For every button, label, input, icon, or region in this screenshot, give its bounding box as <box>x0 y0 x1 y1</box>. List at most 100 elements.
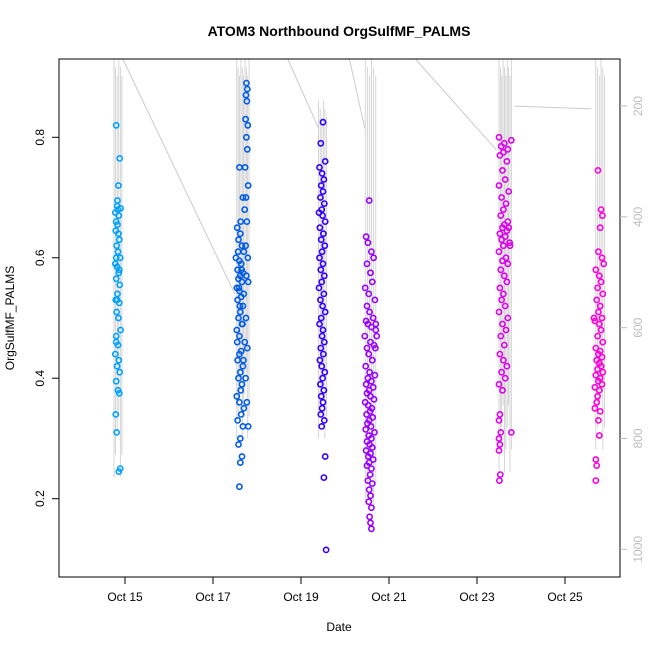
data-point <box>239 356 247 364</box>
data-point <box>590 314 598 322</box>
data-point <box>370 395 378 403</box>
data-point <box>321 308 329 316</box>
data-point <box>364 239 372 247</box>
x-axis-label: Date <box>326 620 352 634</box>
data-point <box>243 145 251 153</box>
data-point <box>236 302 244 310</box>
data-point <box>598 353 606 361</box>
x-tick-label: Oct 17 <box>195 590 231 604</box>
data-point <box>318 248 326 256</box>
data-point <box>503 157 511 165</box>
data-point <box>317 314 325 322</box>
data-point <box>368 278 376 286</box>
data-point <box>237 386 245 394</box>
data-point <box>236 308 244 316</box>
data-point <box>497 212 505 219</box>
data-point <box>113 308 120 316</box>
chart-title: ATOM3 Northbound OrgSulfMF_PALMS <box>208 23 471 39</box>
y-tick-label: 0.4 <box>33 370 47 387</box>
data-point <box>596 407 604 415</box>
data-point <box>234 266 241 274</box>
pressure-transit <box>287 58 320 129</box>
data-point <box>243 218 251 225</box>
data-point <box>499 206 507 213</box>
data-point <box>497 332 505 340</box>
data-point <box>115 356 123 364</box>
data-point <box>495 477 503 484</box>
data-point <box>596 302 604 310</box>
data-point <box>243 85 251 93</box>
data-point <box>234 248 242 256</box>
data-point <box>495 308 503 316</box>
data-point <box>234 296 241 304</box>
data-point <box>114 290 121 298</box>
data-point <box>598 314 606 322</box>
data-point <box>235 441 242 448</box>
data-point <box>319 188 327 195</box>
data-point <box>116 154 124 162</box>
x-tick-label: Oct 25 <box>547 590 583 604</box>
data-point <box>593 398 601 406</box>
data-point <box>242 314 250 322</box>
right-tick-label: 600 <box>631 317 645 337</box>
data-point <box>499 320 506 328</box>
x-tick-label: Oct 21 <box>371 590 407 604</box>
data-point <box>502 326 510 334</box>
data-point <box>112 410 120 418</box>
data-point <box>236 459 244 466</box>
data-point <box>318 278 326 286</box>
data-point <box>235 374 242 382</box>
data-point <box>117 204 124 212</box>
data-point <box>244 278 252 286</box>
data-point <box>320 416 328 424</box>
data-point <box>315 284 323 292</box>
data-point <box>241 206 249 213</box>
pressure-transit <box>514 105 592 110</box>
data-point <box>115 230 122 238</box>
data-point <box>496 151 504 159</box>
data-point <box>362 380 370 388</box>
data-point <box>316 194 324 201</box>
data-point <box>364 453 372 460</box>
data-point <box>369 314 377 322</box>
data-point <box>115 269 123 277</box>
data-point <box>243 344 251 352</box>
data-point <box>235 314 242 322</box>
data-point <box>368 356 376 364</box>
data-point <box>237 260 245 268</box>
data-point <box>361 332 369 340</box>
data-point <box>317 266 325 274</box>
data-point <box>592 477 600 484</box>
data-point <box>318 169 326 177</box>
data-points <box>111 79 608 554</box>
data-point <box>244 121 252 129</box>
data-point <box>599 368 607 376</box>
data-point <box>235 483 243 491</box>
data-point <box>368 480 376 487</box>
data-point <box>319 350 327 358</box>
data-point <box>316 254 323 262</box>
data-point <box>504 260 512 268</box>
data-point <box>115 236 123 244</box>
data-point <box>495 447 503 454</box>
data-point <box>319 230 327 238</box>
data-point <box>235 236 242 244</box>
data-point <box>373 332 381 340</box>
data-point <box>320 176 328 183</box>
data-point <box>234 356 241 364</box>
data-point <box>595 320 603 328</box>
data-point <box>242 91 250 99</box>
data-point <box>318 404 326 412</box>
right-tick-label: 1000 <box>631 536 645 563</box>
data-point <box>113 242 120 250</box>
data-point <box>319 302 326 310</box>
data-point <box>495 182 503 189</box>
data-point <box>592 371 600 379</box>
data-point <box>363 260 371 268</box>
data-point <box>598 380 606 388</box>
data-point <box>239 194 247 201</box>
data-point <box>365 197 373 204</box>
data-point <box>242 242 249 250</box>
data-point <box>506 242 514 250</box>
